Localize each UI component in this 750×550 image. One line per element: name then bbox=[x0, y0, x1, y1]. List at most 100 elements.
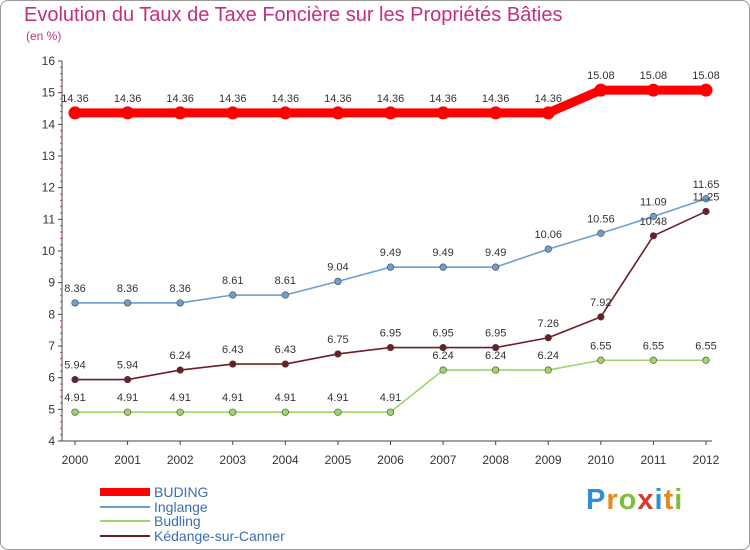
x-tick-label: 2000 bbox=[62, 453, 89, 467]
data-point bbox=[229, 360, 237, 368]
data-label: 9.49 bbox=[380, 247, 401, 259]
data-point bbox=[492, 343, 500, 352]
data-point bbox=[702, 195, 710, 203]
data-label: 11.09 bbox=[640, 196, 667, 208]
data-label: 14.36 bbox=[114, 93, 142, 105]
data-label: 6.55 bbox=[643, 340, 664, 352]
legend-swatch bbox=[100, 520, 150, 523]
x-tick-label: 2003 bbox=[219, 453, 246, 467]
legend-label: BUDING bbox=[154, 484, 209, 501]
y-tick-label: 11 bbox=[43, 212, 56, 226]
y-tick-label: 9 bbox=[48, 276, 55, 290]
data-point bbox=[702, 207, 710, 216]
y-tick-label: 7 bbox=[48, 339, 55, 353]
data-label: 14.36 bbox=[219, 93, 247, 105]
data-label: 14.36 bbox=[377, 93, 405, 105]
data-point bbox=[597, 356, 605, 364]
data-point bbox=[646, 83, 660, 97]
data-label: 15.08 bbox=[640, 70, 668, 82]
x-tick-label: 2004 bbox=[272, 453, 299, 467]
data-point bbox=[121, 106, 135, 120]
data-point bbox=[176, 408, 184, 416]
data-label: 6.75 bbox=[327, 334, 348, 346]
data-point bbox=[281, 360, 289, 368]
data-label: 11.25 bbox=[693, 191, 720, 203]
logo-letter: P bbox=[586, 484, 607, 516]
data-label: 15.08 bbox=[692, 70, 720, 82]
legend-swatch bbox=[100, 534, 150, 537]
data-label: 8.36 bbox=[117, 283, 138, 295]
data-point bbox=[649, 356, 658, 364]
data-point bbox=[489, 106, 503, 120]
logo-letter: x bbox=[637, 484, 655, 516]
chart-title: Evolution du Taux de Taxe Foncière sur l… bbox=[24, 4, 563, 26]
legend-label: Budling bbox=[154, 513, 201, 530]
legend: BUDING Inglange Budling Kédange-sur-Canner bbox=[100, 484, 285, 544]
data-label: 6.55 bbox=[695, 340, 716, 352]
y-tick-label: 15 bbox=[42, 86, 56, 100]
data-label: 9.04 bbox=[327, 261, 348, 273]
data-point bbox=[541, 106, 555, 120]
data-point bbox=[229, 291, 237, 299]
data-label: 6.24 bbox=[432, 350, 453, 362]
data-label: 6.43 bbox=[275, 344, 296, 356]
data-point bbox=[649, 212, 658, 221]
logo-letter: t bbox=[663, 484, 675, 516]
data-label: 4.91 bbox=[380, 392, 401, 404]
data-point bbox=[226, 106, 240, 120]
data-label: 6.24 bbox=[538, 350, 559, 362]
data-label: 6.95 bbox=[485, 328, 506, 340]
data-point bbox=[68, 106, 82, 120]
data-point bbox=[492, 366, 500, 374]
data-point bbox=[384, 106, 397, 120]
data-point bbox=[173, 106, 187, 120]
data-point bbox=[386, 408, 395, 416]
data-point bbox=[123, 299, 132, 307]
data-label: 6.43 bbox=[222, 344, 243, 356]
data-point bbox=[281, 408, 289, 416]
y-tick-label: 13 bbox=[42, 149, 56, 163]
data-label: 14.36 bbox=[482, 93, 510, 105]
y-tick-label: 16 bbox=[42, 54, 56, 68]
data-label: 11.65 bbox=[693, 179, 720, 191]
data-point bbox=[281, 291, 289, 299]
data-point bbox=[71, 408, 79, 416]
data-point bbox=[278, 106, 292, 120]
legend-label: Inglange bbox=[154, 498, 208, 515]
data-label: 10.06 bbox=[534, 229, 562, 241]
data-point bbox=[123, 375, 132, 384]
x-tick-label: 2007 bbox=[430, 453, 457, 467]
data-point bbox=[439, 366, 447, 374]
data-label: 14.36 bbox=[61, 93, 89, 105]
data-label: 10.56 bbox=[587, 213, 615, 225]
y-tick-label: 6 bbox=[48, 371, 55, 385]
data-label: 14.36 bbox=[429, 93, 457, 105]
data-point bbox=[544, 334, 552, 342]
data-label: 6.55 bbox=[590, 340, 611, 352]
x-tick-label: 2011 bbox=[641, 453, 667, 467]
data-point bbox=[176, 299, 184, 307]
data-label: 5.94 bbox=[64, 360, 85, 372]
data-point bbox=[544, 245, 552, 253]
data-label: 8.61 bbox=[222, 275, 243, 287]
y-tick-label: 5 bbox=[48, 402, 55, 416]
data-label: 14.36 bbox=[272, 93, 300, 105]
proxiti-logo: Proxiti bbox=[586, 484, 683, 517]
data-point bbox=[649, 232, 658, 240]
data-label: 8.61 bbox=[275, 275, 296, 287]
chart-subtitle: (en %) bbox=[26, 29, 62, 43]
logo-letter: i bbox=[674, 484, 684, 516]
data-point bbox=[334, 277, 342, 286]
data-point bbox=[386, 343, 395, 352]
y-tick-label: 14 bbox=[42, 117, 56, 131]
data-label: 7.92 bbox=[590, 297, 611, 309]
legend-label: Kédange-sur-Canner bbox=[154, 527, 285, 544]
data-label: 9.49 bbox=[432, 247, 453, 259]
data-point bbox=[492, 263, 500, 271]
data-label: 5.94 bbox=[117, 360, 138, 372]
x-tick-label: 2009 bbox=[535, 453, 562, 467]
y-tick-label: 4 bbox=[48, 434, 55, 448]
y-tick-label: 8 bbox=[48, 307, 55, 321]
data-point bbox=[71, 299, 79, 307]
x-tick-label: 2012 bbox=[693, 453, 720, 467]
